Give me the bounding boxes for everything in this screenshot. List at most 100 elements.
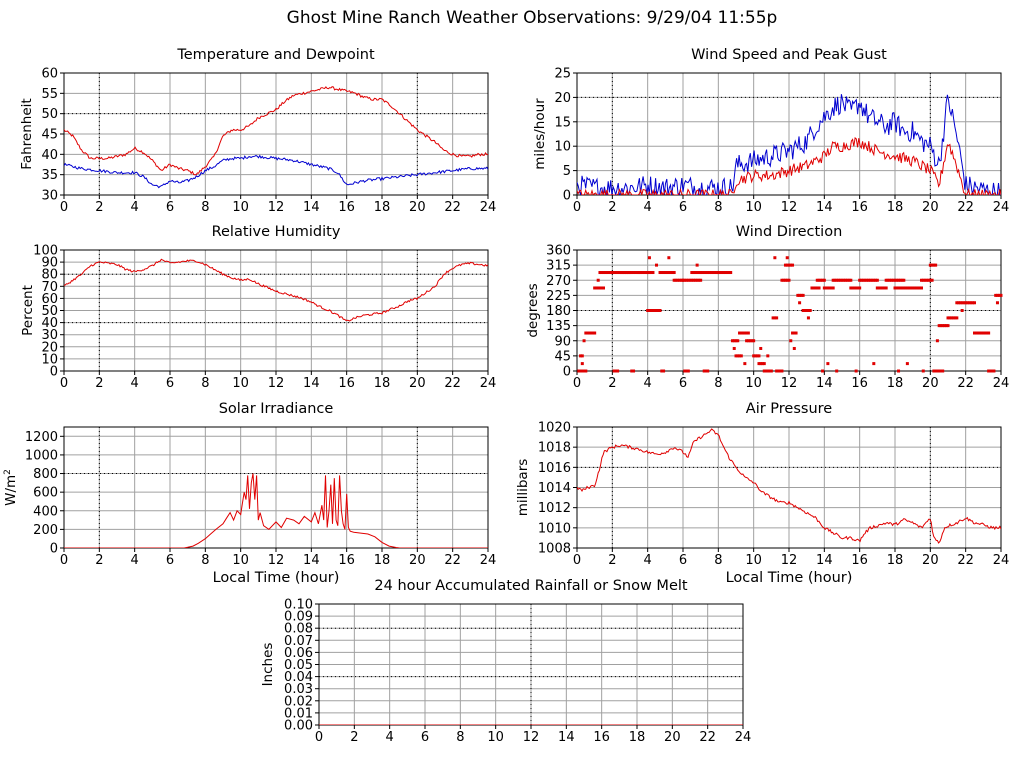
direction-point <box>602 271 605 275</box>
grid <box>64 73 488 195</box>
direction-point <box>912 286 916 290</box>
direction-point <box>806 316 810 320</box>
direction-point <box>884 286 888 290</box>
direction-point <box>946 324 950 328</box>
direction-point <box>699 271 703 275</box>
x-tick-label: 16 <box>338 553 355 568</box>
x-tick-label: 0 <box>573 200 581 215</box>
y-tick-label: 40 <box>41 148 58 163</box>
x-tick-label: 10 <box>487 730 504 745</box>
direction-point <box>965 301 969 305</box>
direction-point <box>888 278 892 282</box>
page-title: Ghost Mine Ranch Weather Observations: 9… <box>287 8 778 28</box>
direction-point <box>785 256 789 260</box>
direction-point <box>840 278 844 282</box>
x-tick-label: 22 <box>699 730 716 745</box>
direction-point <box>771 316 775 320</box>
direction-point <box>681 278 685 282</box>
direction-point <box>762 362 766 366</box>
x-tick-label: 0 <box>315 730 323 745</box>
direction-point <box>920 278 923 282</box>
x-tick-label: 0 <box>60 553 68 568</box>
direction-point <box>716 271 720 275</box>
direction-point <box>755 354 759 358</box>
direction-point <box>794 331 798 335</box>
x-tick-label: 14 <box>816 376 833 391</box>
y-tick-label: 100 <box>33 244 58 259</box>
direction-point <box>806 309 810 312</box>
direction-point <box>732 339 736 343</box>
grid <box>64 250 488 371</box>
direction-point <box>967 301 971 305</box>
direction-point <box>628 271 632 275</box>
y-tick-label: 15 <box>554 115 571 130</box>
direction-point <box>978 331 982 335</box>
direction-point <box>923 278 927 282</box>
x-tick-label: 22 <box>957 200 974 215</box>
direction-point <box>962 301 966 305</box>
direction-point <box>702 369 706 373</box>
direction-point <box>941 324 945 328</box>
direction-point <box>973 331 976 335</box>
direction-point <box>969 301 973 305</box>
direction-point <box>616 369 620 373</box>
direction-point <box>632 271 636 275</box>
direction-point <box>670 271 674 275</box>
chart-title: Wind Direction <box>736 224 843 240</box>
direction-point <box>734 354 738 358</box>
direction-point <box>946 316 950 320</box>
direction-point <box>759 346 763 350</box>
y-tick-label: 0.03 <box>284 682 313 697</box>
direction-point <box>727 271 731 275</box>
y-tick-label: 30 <box>41 328 58 343</box>
direction-point <box>677 278 681 282</box>
direction-point <box>985 331 989 335</box>
direction-point <box>708 271 711 275</box>
direction-point <box>651 309 655 312</box>
direction-point <box>900 286 904 290</box>
direction-point <box>941 369 945 373</box>
direction-point <box>764 369 768 373</box>
direction-point <box>651 271 655 275</box>
direction-point <box>626 271 630 275</box>
x-tick-label: 10 <box>745 200 762 215</box>
direction-point <box>895 278 899 282</box>
direction-point <box>609 271 613 275</box>
y-tick-label: 30 <box>41 189 58 204</box>
direction-point <box>612 271 616 275</box>
x-tick-label: 22 <box>444 200 461 215</box>
direction-point <box>921 278 925 282</box>
direction-point <box>854 286 858 290</box>
x-tick-label: 12 <box>781 376 798 391</box>
direction-point <box>812 286 816 290</box>
series-line-red <box>64 86 488 176</box>
direction-point <box>584 331 588 335</box>
y-tick-label: 35 <box>41 168 58 183</box>
direction-point <box>937 324 941 328</box>
y-tick-label: 40 <box>41 316 58 331</box>
grid <box>577 250 1001 371</box>
direction-point <box>700 271 704 275</box>
direction-point <box>872 362 876 366</box>
direction-point <box>621 271 625 275</box>
x-tick-label: 18 <box>887 553 904 568</box>
x-tick-label: 6 <box>421 730 429 745</box>
direction-point <box>997 293 1001 297</box>
chart-title: 24 hour Accumulated Rainfall or Snow Mel… <box>374 578 687 594</box>
direction-point <box>614 369 618 373</box>
direction-point <box>821 278 825 282</box>
direction-point <box>981 331 985 335</box>
direction-point <box>870 278 874 282</box>
x-tick-label: 22 <box>444 553 461 568</box>
x-tick-label: 18 <box>374 200 391 215</box>
direction-point <box>660 369 664 373</box>
direction-point <box>579 369 583 373</box>
direction-point <box>600 271 604 275</box>
direction-point <box>877 286 881 290</box>
direction-point <box>769 369 773 373</box>
direction-point <box>920 286 923 290</box>
direction-point <box>773 256 777 260</box>
direction-point <box>743 331 747 335</box>
x-tick-label: 10 <box>745 553 762 568</box>
direction-point <box>858 286 862 290</box>
